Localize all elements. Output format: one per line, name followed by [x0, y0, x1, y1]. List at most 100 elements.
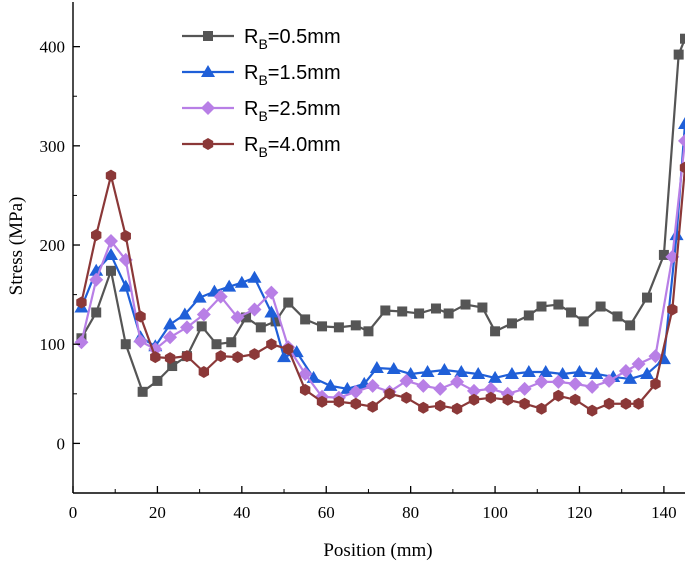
data-point: [264, 285, 279, 300]
data-point: [247, 302, 262, 317]
series-1: [76, 33, 685, 397]
data-point: [680, 33, 685, 44]
data-point: [91, 307, 102, 318]
data-point: [226, 337, 237, 348]
data-point: [551, 374, 566, 389]
data-point: [430, 303, 441, 314]
data-point: [152, 375, 163, 386]
data-point: [420, 364, 435, 377]
data-point: [566, 307, 577, 318]
data-point: [521, 364, 536, 377]
data-point: [241, 312, 252, 323]
data-point: [553, 389, 564, 402]
data-point: [333, 395, 345, 408]
data-point: [164, 352, 176, 365]
data-point: [650, 377, 661, 390]
data-point: [74, 335, 89, 350]
data-point: [266, 338, 277, 351]
data-point: [380, 305, 391, 316]
data-point: [589, 366, 604, 379]
data-point: [401, 391, 412, 404]
data-point: [504, 366, 519, 379]
data-point: [177, 307, 192, 320]
legend-label: RB=2.5mm: [244, 98, 341, 124]
data-point: [572, 364, 587, 377]
data-point: [678, 117, 685, 130]
data-point: [91, 229, 102, 242]
y-tick-label: 100: [40, 335, 66, 354]
data-point: [488, 370, 503, 383]
data-point: [105, 265, 116, 276]
data-point: [578, 316, 589, 327]
data-point: [198, 365, 210, 378]
data-point: [433, 381, 448, 396]
data-point: [397, 306, 408, 317]
data-point: [618, 363, 633, 378]
data-point: [222, 279, 237, 292]
data-point: [283, 297, 294, 308]
y-tick-label: 300: [40, 137, 66, 156]
data-point: [350, 397, 361, 410]
data-point: [369, 361, 384, 374]
y-tick-label: 400: [40, 38, 66, 57]
data-point: [625, 320, 636, 331]
data-point: [673, 49, 684, 60]
data-point: [264, 305, 279, 318]
data-point: [534, 374, 549, 389]
legend-entry-1: RB=0.5mm: [182, 26, 341, 52]
data-point: [163, 330, 178, 345]
data-point: [181, 350, 193, 363]
legend-marker: [203, 31, 213, 41]
data-point: [620, 397, 632, 410]
data-point: [299, 383, 311, 396]
data-point: [648, 349, 663, 364]
data-point: [179, 320, 194, 335]
data-point: [536, 402, 547, 415]
data-point: [633, 397, 644, 410]
data-point: [523, 310, 534, 321]
x-tick-label: 60: [318, 503, 335, 522]
data-point: [120, 339, 131, 350]
y-tick-label: 0: [57, 434, 66, 453]
data-point: [105, 169, 117, 182]
x-tick-label: 80: [402, 503, 419, 522]
data-point: [454, 364, 469, 377]
data-point: [363, 326, 374, 337]
data-point: [323, 378, 338, 391]
data-point: [435, 399, 446, 412]
x-axis-title: Position (mm): [323, 540, 432, 561]
data-point: [89, 272, 104, 287]
data-point: [213, 289, 228, 304]
data-point: [519, 397, 530, 410]
data-point: [300, 314, 311, 325]
x-tick-label: 140: [651, 503, 677, 522]
legend-marker: [201, 101, 215, 115]
data-point: [678, 133, 685, 148]
data-point: [120, 230, 131, 243]
data-point: [485, 391, 497, 404]
data-point: [450, 374, 465, 389]
x-tick-label: 40: [233, 503, 250, 522]
data-point: [595, 301, 606, 312]
data-point: [277, 350, 292, 363]
data-point: [367, 400, 378, 413]
data-point: [255, 322, 266, 333]
data-point: [553, 299, 564, 310]
data-point: [490, 326, 501, 337]
data-point: [585, 379, 600, 394]
data-point: [667, 303, 678, 316]
legend-entry-3: RB=2.5mm: [182, 98, 341, 124]
data-point: [468, 393, 480, 406]
data-point: [283, 343, 294, 356]
y-tick-label: 200: [40, 236, 66, 255]
data-point: [418, 401, 429, 414]
legend-entry-4: RB=4.0mm: [182, 134, 341, 160]
data-point: [167, 361, 178, 372]
legend-label: RB=0.5mm: [244, 26, 341, 52]
legend-entry-2: RB=1.5mm: [182, 62, 341, 88]
data-point: [483, 381, 498, 396]
data-point: [232, 351, 243, 364]
data-point: [416, 378, 431, 393]
data-point: [196, 307, 211, 322]
